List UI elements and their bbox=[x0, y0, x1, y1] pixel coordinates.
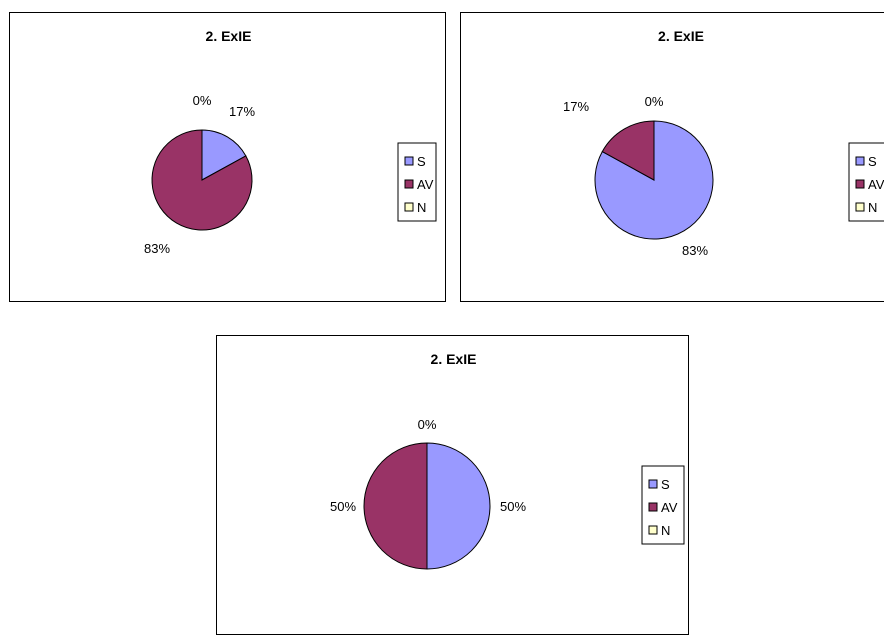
legend-entry-av: AV bbox=[661, 500, 678, 515]
pie-slice-av bbox=[363, 442, 428, 570]
legend-entry-s: S bbox=[417, 154, 426, 169]
legend-entry-s: S bbox=[868, 154, 877, 169]
data-label-n: 0% bbox=[418, 417, 437, 432]
pie-chart-2: 2. ExIE 83% 17% 0% S AV N bbox=[563, 28, 884, 258]
data-label-av: 50% bbox=[330, 499, 356, 514]
pie-slice-s bbox=[426, 442, 491, 570]
legend-swatch-av bbox=[648, 502, 658, 512]
legend-entry-n: N bbox=[661, 523, 670, 538]
data-label-av: 17% bbox=[563, 99, 589, 114]
chart-title: 2. ExIE bbox=[658, 28, 704, 44]
legend-swatch-s bbox=[855, 156, 865, 166]
data-label-s: 50% bbox=[500, 499, 526, 514]
legend-swatch-n bbox=[648, 525, 658, 535]
legend-entry-n: N bbox=[417, 200, 426, 215]
legend-entry-s: S bbox=[661, 477, 670, 492]
legend-swatch-n bbox=[404, 202, 414, 212]
pie-slice-s bbox=[201, 129, 247, 181]
chart-panel-2: 2. ExIE 83% 17% 0% S AV N bbox=[460, 12, 884, 302]
chart-panel-3: 2. ExIE 50% 50% 0% S AV N bbox=[216, 335, 689, 635]
chart-panel-1: 2. ExIE 17% 83% 0% S AV N bbox=[9, 12, 446, 302]
pie-slice-av bbox=[601, 120, 655, 181]
data-label-s: 83% bbox=[682, 243, 708, 258]
pie-slice-av bbox=[151, 129, 253, 231]
legend-swatch-n bbox=[855, 202, 865, 212]
data-label-s: 17% bbox=[229, 104, 255, 119]
legend-swatch-s bbox=[404, 156, 414, 166]
legend-entry-av: AV bbox=[868, 177, 884, 192]
data-label-n: 0% bbox=[193, 93, 212, 108]
chart-title: 2. ExIE bbox=[206, 28, 252, 44]
legend-entry-av: AV bbox=[417, 177, 434, 192]
legend-swatch-av bbox=[855, 179, 865, 189]
chart-title: 2. ExIE bbox=[431, 351, 477, 367]
legend: S AV N bbox=[397, 142, 437, 222]
legend-swatch-s bbox=[648, 479, 658, 489]
data-label-av: 83% bbox=[144, 241, 170, 256]
data-label-n: 0% bbox=[645, 94, 664, 109]
legend-swatch-av bbox=[404, 179, 414, 189]
legend-entry-n: N bbox=[868, 200, 877, 215]
legend: S AV N bbox=[848, 142, 884, 222]
pie-chart-1: 2. ExIE 17% 83% 0% S AV N bbox=[144, 28, 437, 256]
legend: S AV N bbox=[641, 465, 685, 545]
pie-chart-3: 2. ExIE 50% 50% 0% S AV N bbox=[330, 351, 685, 570]
